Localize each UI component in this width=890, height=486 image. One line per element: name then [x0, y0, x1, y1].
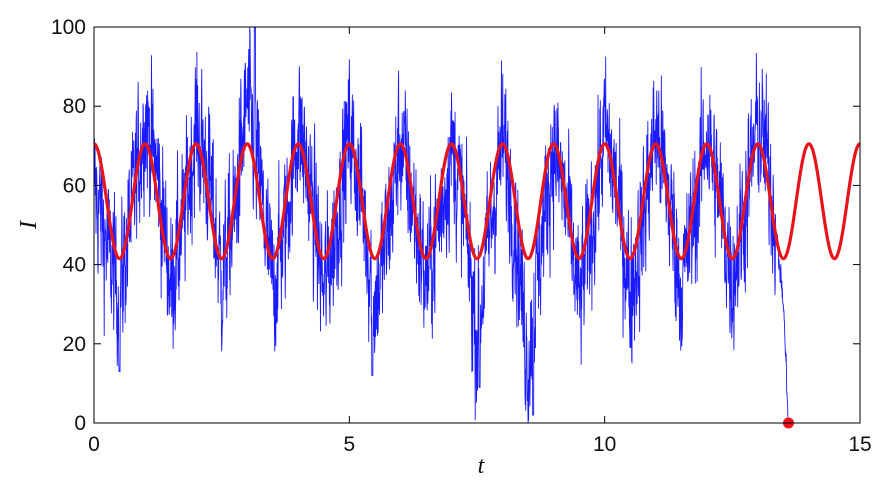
- y-axis-label: I: [16, 220, 42, 230]
- y-tick-label: 100: [51, 16, 86, 39]
- axis-ticks: 0 5 10 15 0 20 40 60 80 100: [51, 16, 872, 456]
- plot-frame: [93, 26, 861, 424]
- y-tick-label: 20: [63, 333, 86, 356]
- y-tick-label: 80: [63, 95, 86, 118]
- x-axis-label: t: [478, 453, 486, 479]
- y-tick-label: 0: [74, 412, 86, 435]
- periodic-series-line: [92, 142, 862, 261]
- x-tick-label: 15: [848, 433, 871, 456]
- x-tick-label: 5: [343, 433, 355, 456]
- x-tick-label: 0: [88, 433, 100, 456]
- periodic-series: [92, 142, 862, 261]
- y-tick-label: 40: [63, 254, 86, 277]
- x-tick-label: 10: [593, 433, 616, 456]
- y-tick-label: 60: [63, 174, 86, 197]
